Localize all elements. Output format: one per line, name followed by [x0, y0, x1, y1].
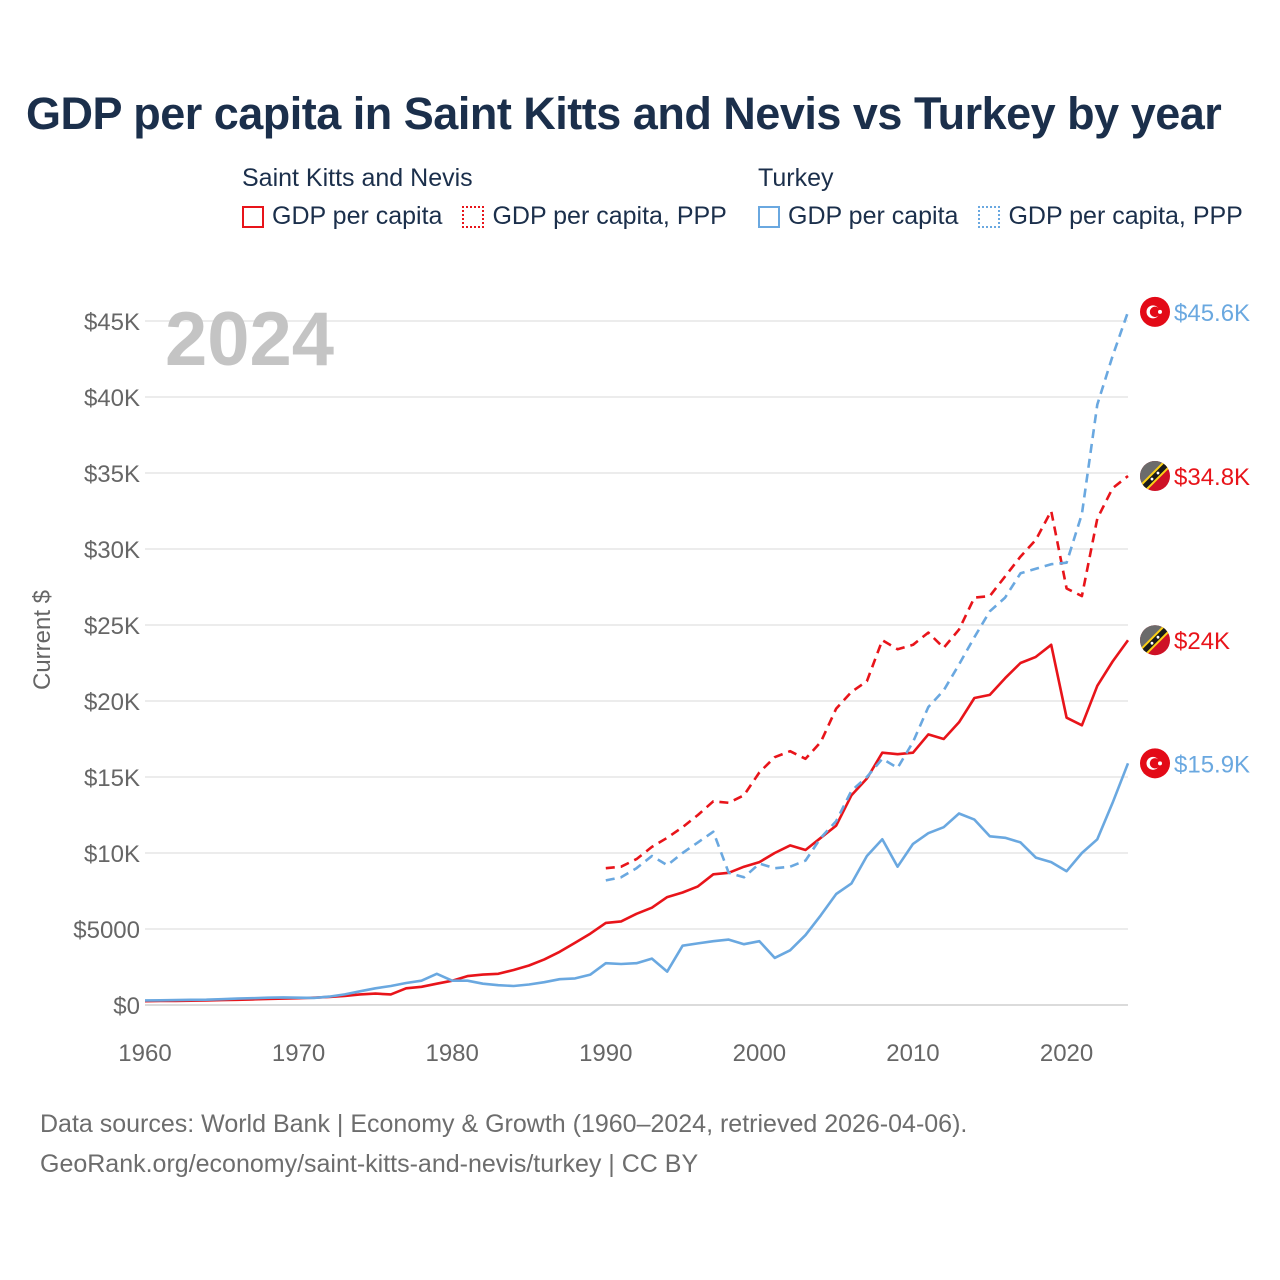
x-tick-label: 1960 [118, 1040, 171, 1067]
series-line-0 [144, 639, 1130, 1003]
y-tick-label: $35K [84, 461, 140, 488]
chart-title: GDP per capita in Saint Kitts and Nevis … [26, 88, 1222, 139]
series-end-label: $24K [1174, 628, 1230, 655]
y-tick-label: $20K [84, 689, 140, 716]
legend-group-turkey: Turkey GDP per capita GDP per capita, PP… [758, 160, 1263, 231]
legend-item-kn-gdp-ppp[interactable]: GDP per capita, PPP [462, 202, 727, 231]
y-axis-label: Current $ [29, 590, 56, 690]
y-tick-label: $30K [84, 537, 140, 564]
flag-star [1158, 761, 1162, 766]
x-tick-label: 2000 [733, 1040, 786, 1067]
legend-item-tr-gdp-ppp[interactable]: GDP per capita, PPP [978, 202, 1243, 231]
legend-group-name: Saint Kitts and Nevis [242, 164, 473, 192]
x-tick-label: 1970 [272, 1040, 325, 1067]
legend-swatch-dotted [462, 205, 485, 228]
legend-item-label: GDP per capita [788, 202, 959, 230]
legend-item-kn-gdp[interactable]: GDP per capita [242, 202, 442, 231]
saint-kitts-flag-icon [1140, 461, 1170, 492]
y-tick-label: $40K [84, 385, 140, 412]
legend-group-saint-kitts: Saint Kitts and Nevis GDP per capita GDP… [242, 160, 747, 231]
legend-group-name: Turkey [758, 164, 834, 192]
flag-star [1158, 309, 1162, 314]
y-tick-label: $5000 [73, 917, 140, 944]
flag-star [1156, 471, 1160, 475]
y-tick-label: $25K [84, 613, 140, 640]
source-url-text[interactable]: GeoRank.org/economy/saint-kitts-and-nevi… [40, 1150, 699, 1178]
y-tick-label: $10K [84, 841, 140, 868]
y-tick-label: $45K [84, 309, 140, 336]
series-end-marker [1140, 296, 1170, 327]
legend-item-label: GDP per capita [272, 202, 443, 230]
series-line-1 [605, 474, 1129, 870]
y-tick-label: $0 [113, 993, 140, 1020]
data-sources-text: Data sources: World Bank | Economy & Gro… [40, 1110, 968, 1138]
flag-star [1156, 635, 1160, 639]
x-tick-label: 1980 [425, 1040, 478, 1067]
x-tick-label: 2020 [1040, 1040, 1093, 1067]
legend-swatch-dotted [978, 205, 1001, 228]
footer: Data sources: World Bank | Economy & Gro… [40, 1104, 967, 1184]
saint-kitts-flag-icon [1140, 625, 1170, 656]
legend-item-tr-gdp[interactable]: GDP per capita [758, 202, 958, 231]
flag-star [1150, 477, 1154, 481]
x-tick-label: 2010 [886, 1040, 939, 1067]
legend-item-label: GDP per capita, PPP [1008, 202, 1243, 230]
legend-swatch-solid [242, 205, 264, 228]
series-end-marker [1140, 625, 1170, 656]
year-label: 2024 [165, 297, 335, 382]
legend-item-label: GDP per capita, PPP [492, 202, 727, 230]
series-end-marker [1140, 748, 1170, 779]
flag-crescent-cut [1149, 758, 1161, 769]
flag-crescent-cut [1149, 306, 1161, 318]
series-end-label: $34.8K [1174, 464, 1250, 491]
series-line-3 [605, 311, 1130, 882]
series-line-2 [144, 762, 1130, 1002]
legend-swatch-solid [758, 205, 780, 228]
series-end-label: $15.9K [1174, 751, 1250, 778]
flag-star [1150, 641, 1154, 645]
x-tick-label: 1990 [579, 1040, 632, 1067]
series-end-marker [1140, 461, 1170, 492]
y-tick-label: $15K [84, 765, 140, 792]
series-end-label: $45.6K [1174, 300, 1250, 327]
